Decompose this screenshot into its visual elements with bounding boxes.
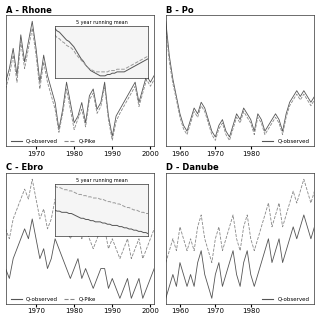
- Legend: Q-observed: Q-observed: [260, 295, 312, 304]
- Legend: Q-observed, Q-Pike: Q-observed, Q-Pike: [8, 137, 99, 146]
- Text: C - Ebro: C - Ebro: [5, 164, 43, 172]
- Text: B - Po: B - Po: [166, 5, 193, 14]
- Text: D - Danube: D - Danube: [166, 164, 219, 172]
- Legend: Q-observed, Q-Pike: Q-observed, Q-Pike: [8, 295, 99, 304]
- Text: A - Rhone: A - Rhone: [5, 5, 52, 14]
- Legend: Q-observed: Q-observed: [260, 137, 312, 146]
